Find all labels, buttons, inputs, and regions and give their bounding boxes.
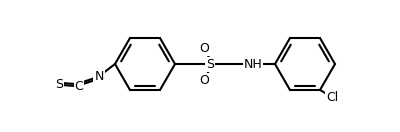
- Text: N: N: [94, 70, 104, 82]
- Text: O: O: [199, 74, 209, 86]
- Text: S: S: [206, 58, 214, 70]
- Text: O: O: [199, 41, 209, 55]
- Text: C: C: [75, 79, 83, 93]
- Text: NH: NH: [244, 58, 262, 70]
- Text: S: S: [55, 77, 63, 91]
- Text: Cl: Cl: [326, 91, 338, 105]
